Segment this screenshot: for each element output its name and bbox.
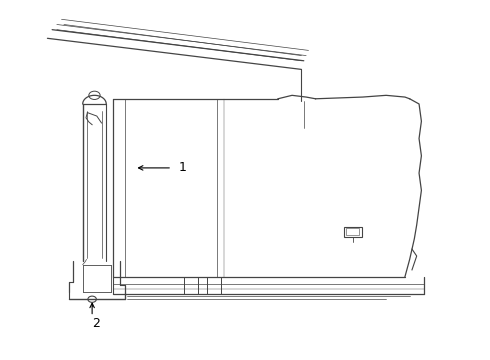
Bar <box>346 228 359 235</box>
Text: 2: 2 <box>92 317 100 330</box>
Text: 1: 1 <box>179 161 187 174</box>
Bar <box>344 226 362 237</box>
